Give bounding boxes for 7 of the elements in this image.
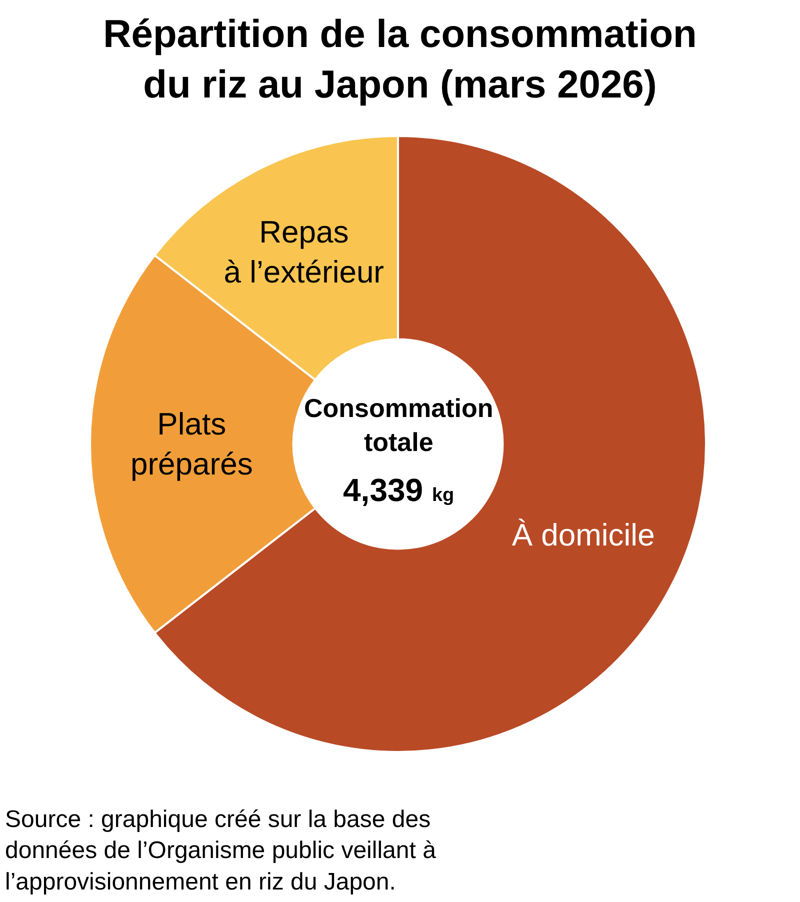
text: 4,339 kg bbox=[343, 472, 454, 508]
source-note: Source : graphique créé sur la base des données de l’Organisme public veillant à l’approvisionnement en riz du Japon. bbox=[5, 806, 437, 896]
slice-label: Plats préparés bbox=[130, 406, 253, 482]
chart-title: Répartition de la consommation du riz au Japon (mars 2026) bbox=[103, 12, 697, 106]
slice-label: Repas à l’extérieur bbox=[224, 214, 384, 290]
text: Consommation totale bbox=[304, 393, 494, 457]
slice-label: À domicile bbox=[512, 517, 655, 552]
